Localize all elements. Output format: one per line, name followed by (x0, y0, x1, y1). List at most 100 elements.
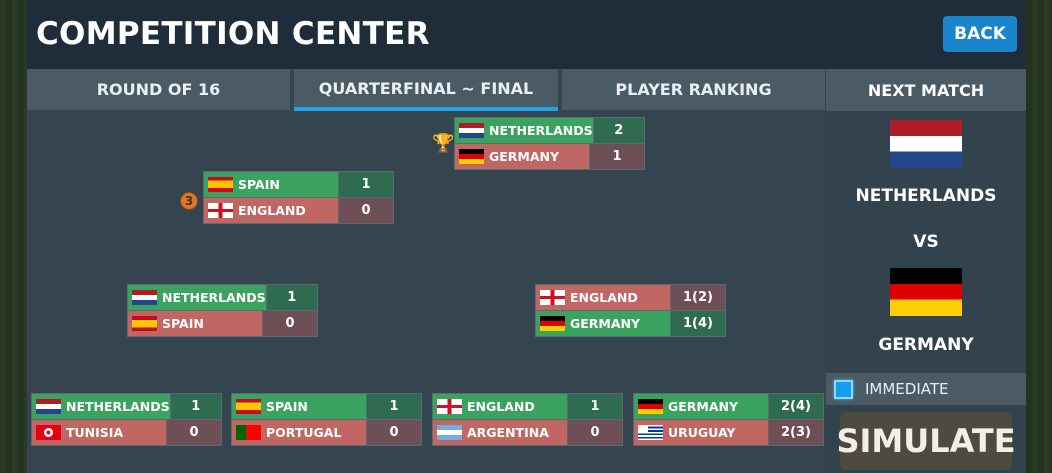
team-row: ENGLAND 0 (204, 198, 393, 223)
tab-round-of-16[interactable]: ROUND OF 16 (27, 69, 290, 110)
team-score: 1 (367, 394, 421, 419)
bronze-medal-icon: 3 (180, 192, 198, 210)
team-name-cell: PORTUGAL (232, 420, 366, 445)
team-name: SPAIN (266, 399, 308, 414)
team-score: 0 (568, 420, 622, 445)
team-score: 1 (568, 394, 622, 419)
home-flag-icon (890, 120, 962, 168)
team-row: ENGLAND 1 (433, 394, 622, 419)
team-score: 2(3) (769, 420, 823, 445)
team-row: SPAIN 1 (204, 172, 393, 197)
team-row: NETHERLANDS 1 (128, 285, 317, 310)
team-name-cell: ENGLAND (536, 285, 670, 310)
back-button[interactable]: BACK (943, 16, 1017, 52)
team-row: URUGUAY 2(3) (634, 420, 823, 445)
team-name: ARGENTINA (467, 425, 549, 440)
team-score: 1 (590, 144, 644, 169)
team-row: GERMANY 1 (455, 144, 644, 169)
team-score: 2 (593, 118, 644, 143)
team-name-cell: URUGUAY (634, 420, 768, 445)
quarterfinal-match[interactable]: GERMANY 2(4) URUGUAY 2(3) (633, 393, 824, 446)
team-score: 2(4) (769, 394, 823, 419)
team-row: PORTUGAL 0 (232, 420, 421, 445)
home-team: NETHERLANDS (855, 186, 997, 206)
team-row: TUNISIA 0 (32, 420, 221, 445)
team-name: NETHERLANDS (489, 123, 593, 138)
semifinal-match[interactable]: NETHERLANDS 1 SPAIN 0 (127, 284, 318, 337)
flag-uru-icon (638, 425, 663, 440)
team-name: NETHERLANDS (162, 290, 266, 305)
team-name: ENGLAND (570, 290, 638, 305)
semifinal-match[interactable]: ENGLAND 1(2) GERMANY 1(4) (535, 284, 726, 337)
next-match-heading: NEXT MATCH (826, 69, 1026, 111)
flag-ger-icon (540, 316, 565, 331)
team-row: GERMANY 1(4) (536, 311, 725, 336)
team-name: NETHERLANDS (66, 399, 170, 414)
team-name: TUNISIA (66, 425, 124, 440)
team-row: ENGLAND 1(2) (536, 285, 725, 310)
team-score: 0 (263, 311, 317, 336)
team-name: GERMANY (489, 149, 560, 164)
third-place-match[interactable]: SPAIN 1 ENGLAND 0 (203, 171, 394, 224)
quarterfinal-match[interactable]: SPAIN 1 PORTUGAL 0 (231, 393, 422, 446)
flag-esp-icon (236, 399, 261, 414)
team-name-cell: TUNISIA (32, 420, 166, 445)
team-score: 1 (266, 285, 317, 310)
team-name-cell: NETHERLANDS (455, 118, 593, 143)
trophy-icon: 🏆 (432, 133, 455, 154)
flag-arg-icon (437, 425, 462, 440)
team-score: 1 (170, 394, 221, 419)
team-name-cell: SPAIN (204, 172, 338, 197)
team-row: SPAIN 0 (128, 311, 317, 336)
flag-por-icon (236, 425, 261, 440)
team-name: SPAIN (162, 316, 204, 331)
team-name-cell: NETHERLANDS (128, 285, 266, 310)
team-row: ARGENTINA 0 (433, 420, 622, 445)
flag-ger-icon (638, 399, 663, 414)
team-score: 1(2) (671, 285, 725, 310)
checkbox-icon[interactable] (834, 379, 853, 399)
final-match[interactable]: NETHERLANDS 2 GERMANY 1 (454, 117, 645, 170)
immediate-label: IMMEDIATE (865, 380, 949, 398)
flag-ger-icon (459, 149, 484, 164)
quarterfinal-match[interactable]: ENGLAND 1 ARGENTINA 0 (432, 393, 623, 446)
team-name-cell: ARGENTINA (433, 420, 567, 445)
flag-esp-icon (132, 316, 157, 331)
team-name-cell: NETHERLANDS (32, 394, 170, 419)
flag-eng-icon (437, 399, 462, 414)
flag-ned-icon (459, 123, 484, 138)
immediate-checkbox[interactable]: IMMEDIATE (826, 373, 1026, 405)
page-title: COMPETITION CENTER (36, 16, 430, 52)
flag-eng-icon (540, 290, 565, 305)
vs-label: VS (913, 232, 939, 252)
team-score: 0 (339, 198, 393, 223)
team-name: PORTUGAL (266, 425, 342, 440)
simulate-button[interactable]: SIMULATE (836, 412, 1016, 470)
team-name: GERMANY (668, 399, 739, 414)
team-row: NETHERLANDS 2 (455, 118, 644, 143)
team-name: GERMANY (570, 316, 641, 331)
away-team: GERMANY (878, 335, 974, 355)
flag-eng-icon (208, 203, 233, 218)
away-flag-icon (890, 268, 962, 316)
tab-player-ranking[interactable]: PLAYER RANKING (562, 69, 825, 110)
team-name-cell: GERMANY (455, 144, 589, 169)
team-row: GERMANY 2(4) (634, 394, 823, 419)
tab-quarterfinal-final[interactable]: QUARTERFINAL ~ FINAL (294, 69, 558, 111)
team-name: SPAIN (238, 177, 280, 192)
team-name-cell: SPAIN (232, 394, 366, 419)
flag-ned-icon (36, 399, 61, 414)
team-name-cell: GERMANY (634, 394, 768, 419)
team-name-cell: ENGLAND (433, 394, 567, 419)
team-name-cell: GERMANY (536, 311, 670, 336)
team-score: 1 (339, 172, 393, 197)
quarterfinal-match[interactable]: NETHERLANDS 1 TUNISIA 0 (31, 393, 222, 446)
team-name: ENGLAND (238, 203, 306, 218)
team-score: 0 (167, 420, 221, 445)
team-name-cell: SPAIN (128, 311, 262, 336)
team-name: URUGUAY (668, 425, 736, 440)
team-score: 0 (367, 420, 421, 445)
team-row: NETHERLANDS 1 (32, 394, 221, 419)
header-bar (27, 0, 1026, 69)
flag-esp-icon (208, 177, 233, 192)
